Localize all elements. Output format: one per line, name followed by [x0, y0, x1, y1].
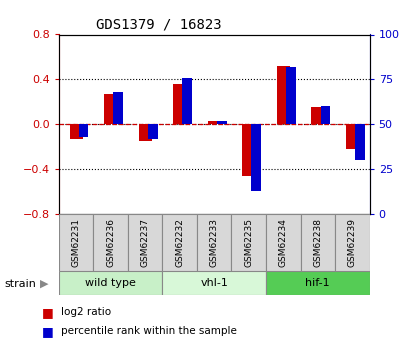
- Text: GSM62234: GSM62234: [279, 218, 288, 267]
- Bar: [139, 124, 152, 141]
- Bar: [104, 94, 117, 124]
- Text: wild type: wild type: [85, 278, 136, 288]
- Text: vhl-1: vhl-1: [200, 278, 228, 288]
- Text: strain: strain: [4, 279, 36, 288]
- Bar: [346, 124, 359, 149]
- Bar: [148, 124, 158, 139]
- Text: GSM62239: GSM62239: [348, 218, 357, 267]
- Bar: [286, 67, 296, 124]
- Bar: [163, 214, 197, 271]
- Bar: [163, 271, 266, 295]
- Bar: [355, 124, 365, 160]
- Bar: [252, 124, 261, 190]
- Text: GSM62235: GSM62235: [244, 218, 253, 267]
- Bar: [182, 78, 192, 124]
- Text: GSM62237: GSM62237: [141, 218, 150, 267]
- Text: GSM62238: GSM62238: [313, 218, 322, 267]
- Bar: [217, 121, 227, 124]
- Text: ■: ■: [42, 325, 54, 338]
- Bar: [320, 106, 330, 124]
- Text: log2 ratio: log2 ratio: [61, 307, 111, 317]
- Bar: [207, 121, 221, 124]
- Bar: [59, 271, 163, 295]
- Text: ▶: ▶: [40, 279, 48, 288]
- Text: percentile rank within the sample: percentile rank within the sample: [61, 326, 237, 336]
- Bar: [197, 214, 231, 271]
- Bar: [231, 214, 266, 271]
- Text: GDS1379 / 16823: GDS1379 / 16823: [96, 18, 222, 32]
- Bar: [173, 84, 186, 124]
- Text: GSM62232: GSM62232: [175, 218, 184, 267]
- Bar: [266, 214, 301, 271]
- Text: GSM62236: GSM62236: [106, 218, 115, 267]
- Text: ■: ■: [42, 306, 54, 319]
- Bar: [128, 214, 163, 271]
- Bar: [301, 214, 335, 271]
- Bar: [242, 124, 255, 176]
- Bar: [311, 107, 324, 124]
- Bar: [69, 124, 83, 139]
- Bar: [59, 214, 93, 271]
- Text: hif-1: hif-1: [305, 278, 330, 288]
- Bar: [113, 92, 123, 124]
- Bar: [277, 66, 290, 124]
- Bar: [266, 271, 370, 295]
- Bar: [79, 124, 89, 137]
- Bar: [335, 214, 370, 271]
- Bar: [93, 214, 128, 271]
- Text: GSM62231: GSM62231: [71, 218, 81, 267]
- Text: GSM62233: GSM62233: [210, 218, 219, 267]
